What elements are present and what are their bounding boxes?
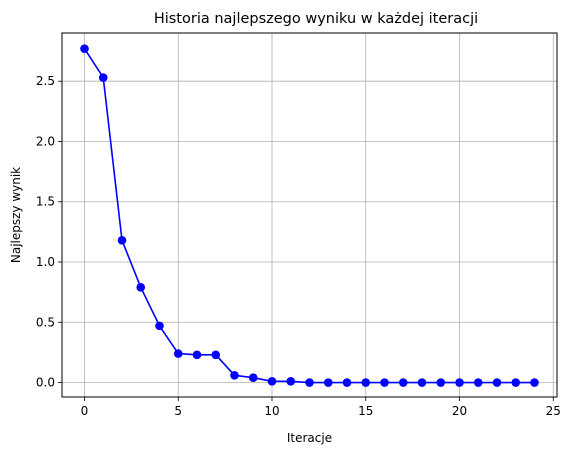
ticks: 0 5 10 15 20 25 0.0 0.5 1.0 1.5 2.0 2.5	[36, 74, 561, 418]
data-point	[173, 349, 183, 358]
x-tick-label: 20	[452, 404, 467, 418]
data-point	[80, 44, 89, 53]
x-tick-label: 5	[174, 404, 182, 418]
x-tick-label: 25	[546, 404, 561, 418]
x-tick-label: 15	[358, 404, 373, 418]
data-point	[361, 378, 371, 387]
data-point	[136, 283, 146, 292]
series	[80, 44, 539, 387]
y-tick-label: 0.0	[36, 376, 55, 390]
data-point	[305, 378, 314, 387]
data-point	[530, 378, 539, 387]
y-tick-label: 0.5	[36, 315, 55, 329]
data-point	[211, 350, 221, 360]
data-point	[511, 378, 521, 387]
chart-title: Historia najlepszego wyniku w każdej ite…	[154, 11, 478, 27]
data-point	[155, 321, 164, 331]
series-line	[83, 48, 535, 384]
data-point	[455, 378, 464, 387]
data-point	[342, 378, 352, 387]
grid	[62, 33, 557, 397]
data-point	[248, 373, 258, 383]
data-point	[192, 350, 202, 360]
data-point	[230, 371, 239, 380]
y-tick-label: 1.0	[36, 255, 55, 269]
data-point	[492, 378, 502, 387]
data-point	[267, 377, 277, 386]
data-point	[117, 236, 127, 245]
data-point	[473, 378, 483, 387]
data-point	[417, 378, 427, 387]
y-tick-label: 1.5	[36, 195, 55, 209]
x-tick-label: 0	[81, 404, 89, 418]
data-point	[398, 378, 408, 387]
data-point	[436, 378, 446, 387]
data-point	[380, 378, 389, 387]
y-tick-label: 2.5	[36, 74, 55, 88]
y-tick-label: 2.0	[36, 134, 55, 148]
data-point	[98, 73, 108, 82]
x-axis-label: Iteracje	[287, 431, 332, 445]
x-tick-label: 10	[264, 404, 279, 418]
plot-frame	[61, 32, 558, 398]
data-point	[323, 378, 333, 387]
y-axis-label: Najlepszy wynik	[9, 167, 23, 263]
data-point	[286, 377, 296, 386]
